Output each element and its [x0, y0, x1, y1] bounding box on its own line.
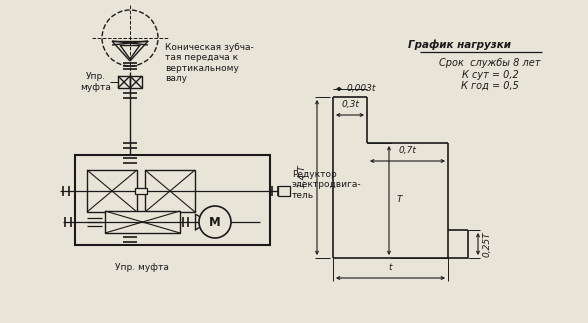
Circle shape: [199, 206, 231, 238]
Bar: [278, 186, 290, 196]
Bar: [118, 76, 130, 88]
Text: t: t: [388, 264, 392, 273]
Bar: [130, 76, 142, 88]
Bar: [105, 211, 180, 233]
Bar: [87, 170, 137, 212]
Text: К сут = 0,2: К сут = 0,2: [462, 70, 519, 80]
Text: Коническая зубча-
тая передача к
вертикальному
валу: Коническая зубча- тая передача к вертика…: [165, 43, 254, 83]
Text: График нагрузки: График нагрузки: [409, 40, 512, 50]
Bar: [75, 155, 270, 245]
Text: T: T: [397, 195, 403, 204]
Text: Упр.
муфта: Упр. муфта: [81, 72, 112, 92]
Text: 0,3t: 0,3t: [341, 100, 359, 109]
Text: 0,003t: 0,003t: [347, 85, 376, 93]
Bar: [145, 170, 195, 212]
Text: 0,7t: 0,7t: [398, 147, 416, 155]
Text: М: М: [209, 215, 221, 228]
Text: Редуктор
электродвига-
тель: Редуктор электродвига- тель: [292, 170, 362, 200]
Text: К год = 0,5: К год = 0,5: [461, 81, 519, 91]
Text: Срок  службы 8 лет: Срок службы 8 лет: [439, 58, 541, 68]
Text: 0,25T: 0,25T: [483, 231, 492, 257]
Bar: [135, 188, 147, 194]
Circle shape: [102, 10, 158, 66]
Text: Упр. муфта: Упр. муфта: [115, 263, 169, 272]
Text: 1,4 T: 1,4 T: [298, 166, 307, 188]
